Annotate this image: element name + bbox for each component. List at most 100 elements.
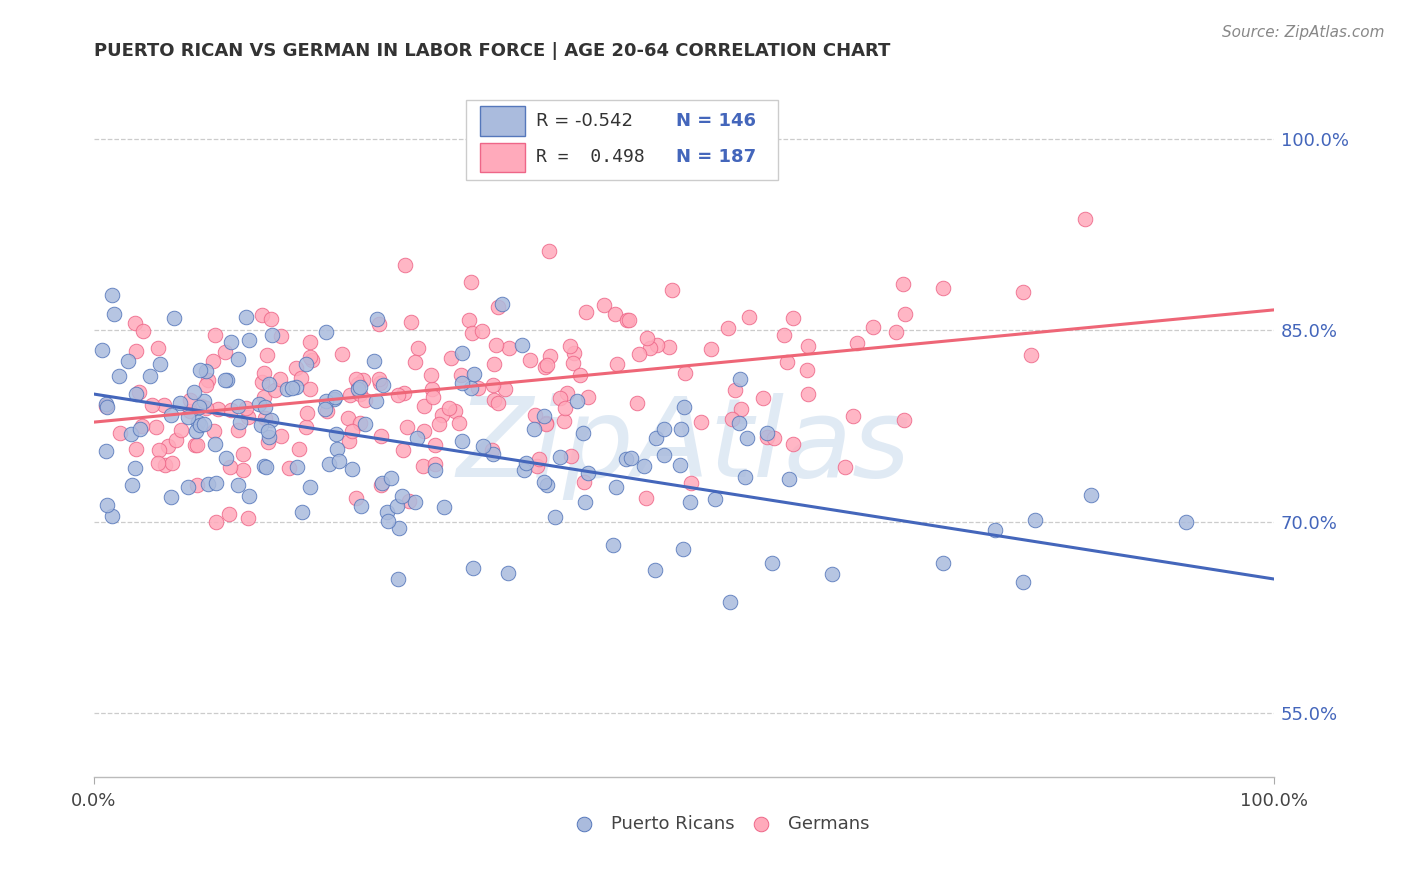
Point: [932, 281, 955, 295]
Point: [125, 343, 148, 358]
Point: [1012, 285, 1035, 299]
Bar: [479, 143, 524, 172]
Point: [316, 403, 339, 417]
Point: [368, 376, 391, 391]
Point: [270, 328, 292, 343]
Point: [205, 475, 228, 490]
Point: [301, 352, 323, 367]
Point: [177, 409, 200, 424]
Point: [673, 366, 696, 380]
Point: [291, 505, 314, 519]
Point: [339, 388, 361, 402]
Point: [463, 561, 485, 575]
Point: [250, 417, 273, 432]
Point: [337, 434, 360, 449]
Point: [884, 325, 907, 339]
Point: [352, 373, 374, 387]
Text: PUERTO RICAN VS GERMAN IN LABOR FORCE | AGE 20-64 CORRELATION CHART: PUERTO RICAN VS GERMAN IN LABOR FORCE | …: [94, 42, 890, 60]
Point: [494, 382, 516, 396]
Point: [108, 368, 131, 383]
Point: [567, 393, 589, 408]
Point: [229, 415, 252, 429]
Point: [315, 394, 337, 409]
Point: [187, 400, 209, 414]
Point: [652, 422, 675, 436]
Point: [776, 355, 799, 369]
Text: ZipAtlas: ZipAtlas: [457, 393, 911, 500]
Point: [496, 566, 519, 581]
Point: [260, 311, 283, 326]
Point: [734, 470, 756, 484]
Point: [834, 460, 856, 475]
Point: [370, 478, 392, 492]
Point: [575, 304, 598, 318]
Point: [558, 339, 581, 353]
Point: [177, 480, 200, 494]
Point: [256, 435, 278, 450]
Point: [669, 458, 692, 473]
Point: [472, 439, 495, 453]
Point: [450, 368, 472, 382]
Bar: [479, 106, 524, 136]
Point: [536, 417, 558, 431]
Point: [512, 338, 534, 352]
Point: [782, 311, 804, 326]
Point: [190, 400, 212, 414]
Point: [420, 382, 443, 396]
Point: [404, 495, 426, 509]
Point: [284, 380, 307, 394]
Point: [366, 311, 388, 326]
Point: [170, 423, 193, 437]
Point: [412, 458, 434, 473]
Point: [644, 431, 666, 445]
Point: [718, 595, 741, 609]
Point: [299, 334, 322, 349]
Point: [451, 434, 474, 448]
Point: [201, 354, 224, 368]
Point: [349, 386, 371, 401]
Point: [652, 448, 675, 462]
Point: [278, 461, 301, 475]
Point: [121, 477, 143, 491]
Point: [678, 495, 700, 509]
Point: [368, 372, 391, 386]
Point: [128, 422, 150, 436]
Point: [160, 456, 183, 470]
Point: [555, 386, 578, 401]
Point: [498, 341, 520, 355]
Point: [94, 399, 117, 413]
Point: [562, 356, 585, 370]
Point: [523, 408, 546, 422]
Point: [636, 331, 658, 345]
Point: [226, 423, 249, 437]
Point: [325, 426, 347, 441]
Point: [254, 401, 277, 415]
Point: [522, 422, 544, 436]
Point: [485, 338, 508, 352]
Point: [538, 349, 561, 363]
Point: [100, 508, 122, 523]
Point: [215, 451, 238, 466]
Point: [526, 459, 548, 474]
Point: [423, 438, 446, 452]
Point: [370, 429, 392, 443]
Point: [148, 342, 170, 356]
Point: [820, 567, 842, 582]
Point: [602, 538, 624, 552]
Text: Source: ZipAtlas.com: Source: ZipAtlas.com: [1222, 25, 1385, 40]
Point: [375, 505, 398, 519]
Point: [342, 462, 364, 476]
Point: [533, 475, 555, 489]
Point: [778, 472, 800, 486]
Point: [467, 381, 489, 395]
Point: [238, 410, 260, 425]
Point: [444, 404, 467, 418]
Point: [228, 478, 250, 492]
Point: [145, 420, 167, 434]
Point: [260, 413, 283, 427]
Point: [207, 402, 229, 417]
Point: [593, 298, 616, 312]
Point: [120, 426, 142, 441]
Point: [481, 443, 503, 458]
Point: [728, 417, 751, 431]
